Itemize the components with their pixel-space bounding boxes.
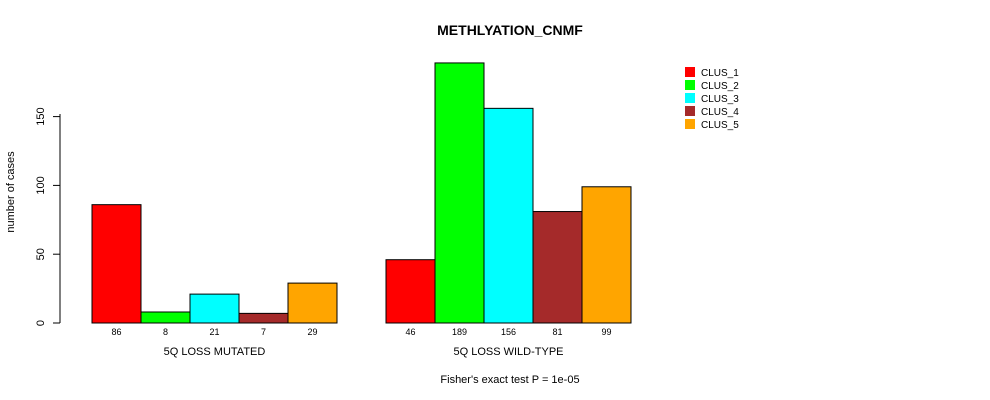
- y-axis-label: number of cases: [5, 151, 17, 233]
- bar-count-label: 8: [163, 327, 168, 337]
- legend-swatch: [685, 67, 695, 77]
- bar-count-label: 189: [452, 327, 467, 337]
- legend-label: CLUS_1: [701, 68, 739, 79]
- group-labels-group: 5Q LOSS MUTATED 5Q LOSS WILD-TYPE: [164, 346, 564, 358]
- y-tick-label: 50: [35, 248, 47, 260]
- bar-count-label: 29: [307, 327, 317, 337]
- fisher-test-footnote: Fisher's exact test P = 1e-05: [440, 374, 579, 386]
- group-label: 5Q LOSS MUTATED: [164, 346, 266, 358]
- y-tick-label: 0: [35, 320, 47, 326]
- y-tick-label: 150: [35, 107, 47, 125]
- bar-clus-4-group-1: [238, 312, 289, 324]
- bar-clus-2-group-2: [434, 62, 485, 324]
- bar-clus-5-group-1: [287, 282, 338, 324]
- bar-count-label: 156: [501, 327, 516, 337]
- bars-group: [91, 62, 632, 324]
- bar-clus-2-group-1: [140, 311, 191, 324]
- legend: CLUS_1 CLUS_2 CLUS_3 CLUS_4 CLUS_5: [685, 67, 739, 131]
- bar-clus-3-group-1: [189, 293, 240, 324]
- y-tick-label: 100: [35, 176, 47, 194]
- y-axis-ticks: 0 50 100 150: [35, 107, 60, 326]
- legend-label: CLUS_3: [701, 94, 739, 105]
- count-labels-group: 86 8 21 7 29 46 189 156 81 99: [111, 327, 611, 337]
- bar-count-label: 99: [601, 327, 611, 337]
- legend-label: CLUS_5: [701, 120, 739, 131]
- legend-swatch: [685, 106, 695, 116]
- group-label: 5Q LOSS WILD-TYPE: [453, 346, 563, 358]
- chart-title: METHLYATION_CNMF: [437, 22, 583, 38]
- bar-count-label: 46: [405, 327, 415, 337]
- bar-clus-4-group-2: [532, 211, 583, 324]
- legend-swatch: [685, 80, 695, 90]
- bar-count-label: 86: [111, 327, 121, 337]
- legend-swatch: [685, 93, 695, 103]
- bar-clus-1-group-1: [91, 204, 142, 324]
- legend-swatch: [685, 119, 695, 129]
- legend-label: CLUS_4: [701, 107, 739, 118]
- legend-label: CLUS_2: [701, 81, 739, 92]
- bar-count-label: 7: [261, 327, 266, 337]
- bar-count-label: 21: [209, 327, 219, 337]
- bar-clus-3-group-2: [483, 107, 534, 324]
- bar-clus-1-group-2: [385, 259, 436, 324]
- bar-clus-5-group-2: [581, 186, 632, 324]
- bar-count-label: 81: [552, 327, 562, 337]
